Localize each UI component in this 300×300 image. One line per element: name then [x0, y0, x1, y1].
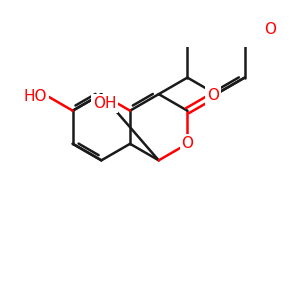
Text: O: O [265, 22, 277, 37]
Text: OH: OH [93, 96, 117, 111]
Text: O: O [182, 136, 194, 151]
Text: HO: HO [24, 88, 47, 104]
Text: O: O [207, 88, 219, 103]
